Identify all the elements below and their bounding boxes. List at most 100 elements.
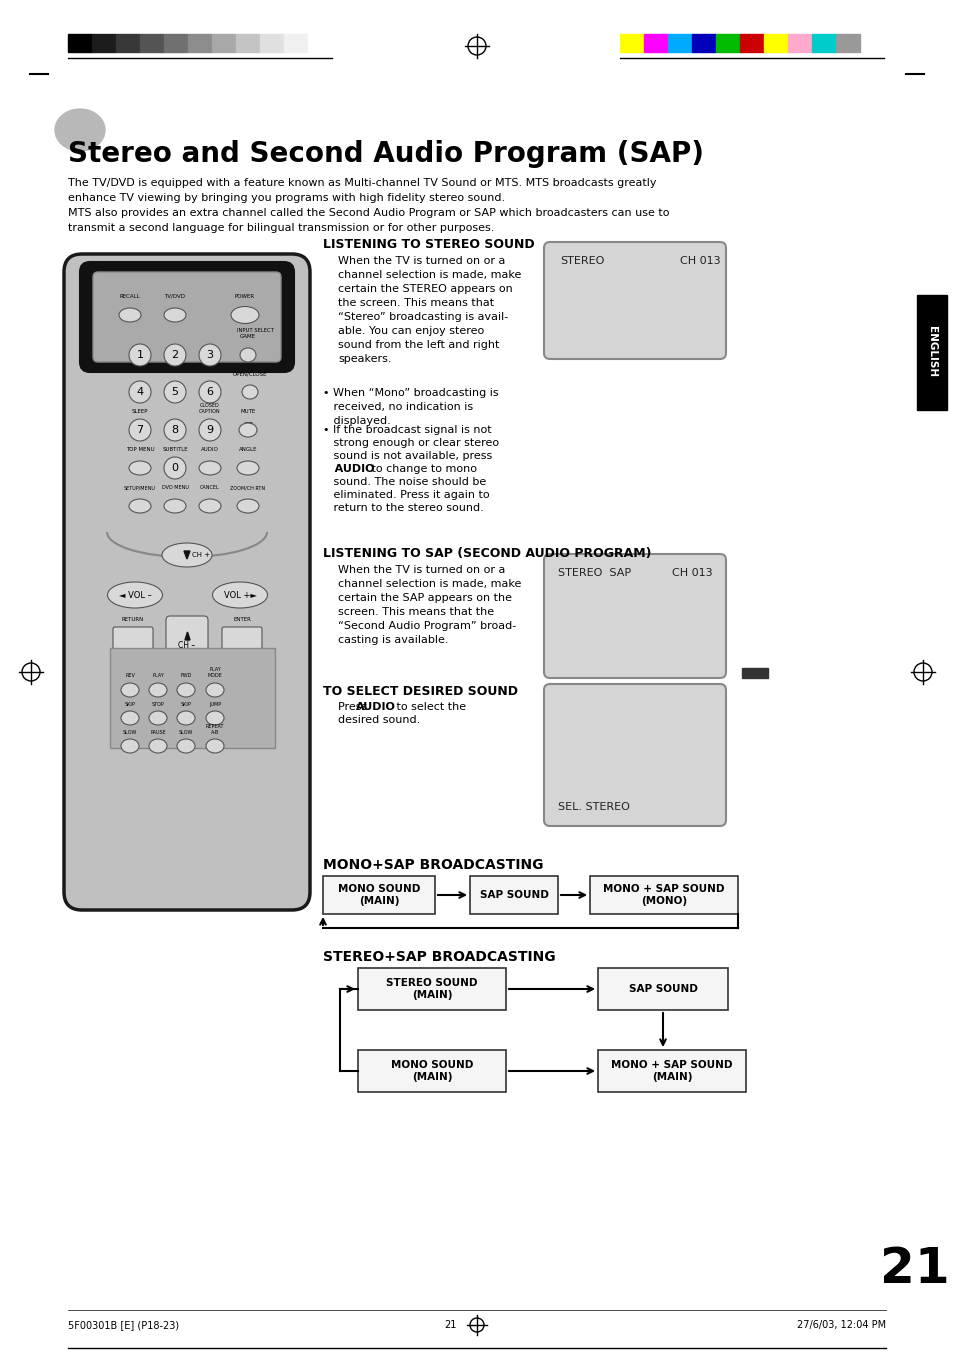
Bar [164, 34, 188, 51]
Ellipse shape [206, 684, 224, 697]
Ellipse shape [149, 684, 167, 697]
Text: ◄ VOL –: ◄ VOL – [118, 590, 152, 600]
Text: sound is not available, press: sound is not available, press [323, 451, 492, 461]
Text: sound. The noise should be: sound. The noise should be [323, 477, 486, 486]
Ellipse shape [199, 499, 221, 513]
FancyBboxPatch shape [80, 262, 294, 372]
Text: desired sound.: desired sound. [337, 715, 420, 725]
Ellipse shape [164, 419, 186, 440]
Text: PAUSE: PAUSE [150, 730, 166, 735]
Bar [260, 34, 284, 51]
Ellipse shape [236, 461, 258, 476]
Text: SKIP: SKIP [125, 703, 135, 707]
Bar [140, 34, 164, 51]
Text: 2: 2 [172, 350, 178, 359]
Bar [619, 34, 643, 51]
Text: TV/DVD: TV/DVD [164, 295, 185, 299]
Ellipse shape [164, 457, 186, 480]
Text: MONO SOUND
(MAIN): MONO SOUND (MAIN) [337, 884, 419, 905]
Text: strong enough or clear stereo: strong enough or clear stereo [323, 438, 498, 449]
Text: AUDIO: AUDIO [323, 463, 375, 474]
Ellipse shape [199, 419, 221, 440]
Text: ENTER: ENTER [233, 617, 251, 621]
Text: 6: 6 [206, 386, 213, 397]
Text: STEREO  SAP: STEREO SAP [558, 567, 631, 578]
Text: When the TV is turned on or a
channel selection is made, make
certain the SAP ap: When the TV is turned on or a channel se… [337, 565, 521, 644]
Bar [589, 875, 738, 915]
Text: MONO + SAP SOUND
(MAIN): MONO + SAP SOUND (MAIN) [611, 1061, 732, 1082]
Text: 8: 8 [172, 426, 178, 435]
Text: CH 013: CH 013 [679, 255, 720, 266]
Text: to change to mono: to change to mono [368, 463, 476, 474]
Text: OPEN/CLOSE: OPEN/CLOSE [233, 372, 267, 376]
Ellipse shape [177, 739, 194, 753]
Ellipse shape [199, 461, 221, 476]
Text: The TV/DVD is equipped with a feature known as Multi-channel TV Sound or MTS. MT: The TV/DVD is equipped with a feature kn… [68, 178, 656, 188]
Bar [598, 1050, 745, 1092]
Ellipse shape [129, 499, 151, 513]
FancyBboxPatch shape [543, 684, 725, 825]
Text: AUDIO: AUDIO [355, 703, 395, 712]
Text: SEL. STEREO: SEL. STEREO [558, 802, 629, 812]
Text: TOP MENU: TOP MENU [126, 447, 154, 453]
Text: VOL +►: VOL +► [223, 590, 256, 600]
Ellipse shape [121, 711, 139, 725]
Text: 7: 7 [136, 426, 143, 435]
Ellipse shape [199, 381, 221, 403]
Text: 9: 9 [206, 426, 213, 435]
Text: MONO + SAP SOUND
(MONO): MONO + SAP SOUND (MONO) [602, 884, 724, 905]
Text: ZOOM/CH RTN: ZOOM/CH RTN [231, 485, 265, 490]
Ellipse shape [129, 419, 151, 440]
Ellipse shape [199, 345, 221, 366]
Text: eliminated. Press it again to: eliminated. Press it again to [323, 490, 489, 500]
Ellipse shape [231, 307, 258, 323]
Ellipse shape [240, 349, 255, 362]
FancyBboxPatch shape [166, 616, 208, 661]
Text: Press: Press [337, 703, 371, 712]
FancyBboxPatch shape [92, 272, 281, 362]
Bar [643, 34, 667, 51]
Text: CANCEL: CANCEL [200, 485, 219, 490]
Text: REPEAT
A-B: REPEAT A-B [206, 724, 224, 735]
Text: RECALL: RECALL [119, 295, 140, 299]
Text: 27/6/03, 12:04 PM: 27/6/03, 12:04 PM [796, 1320, 885, 1329]
Ellipse shape [239, 423, 256, 436]
FancyBboxPatch shape [64, 254, 310, 911]
Ellipse shape [206, 711, 224, 725]
Text: STEREO SOUND
(MAIN): STEREO SOUND (MAIN) [386, 978, 477, 1000]
Text: STEREO: STEREO [559, 255, 604, 266]
Ellipse shape [213, 582, 267, 608]
Polygon shape [185, 632, 190, 640]
Bar [357, 1050, 505, 1092]
Ellipse shape [129, 381, 151, 403]
Text: • If the broadcast signal is not: • If the broadcast signal is not [323, 426, 491, 435]
Bar [68, 34, 91, 51]
Text: 0: 0 [172, 463, 178, 473]
Polygon shape [245, 423, 252, 435]
Text: AUDIO: AUDIO [201, 447, 218, 453]
Ellipse shape [149, 711, 167, 725]
Ellipse shape [129, 461, 151, 476]
Ellipse shape [162, 543, 212, 567]
FancyBboxPatch shape [543, 554, 725, 678]
Text: ENGLISH: ENGLISH [926, 327, 936, 377]
Text: When the TV is turned on or a
channel selection is made, make
certain the STEREO: When the TV is turned on or a channel se… [337, 255, 521, 363]
Text: PLAY
MODE: PLAY MODE [208, 667, 222, 678]
Text: enhance TV viewing by bringing you programs with high fidelity stereo sound.: enhance TV viewing by bringing you progr… [68, 193, 504, 203]
FancyBboxPatch shape [543, 242, 725, 359]
Polygon shape [184, 551, 190, 559]
Text: 1: 1 [136, 350, 143, 359]
Bar [716, 34, 740, 51]
Text: SAP SOUND: SAP SOUND [628, 984, 697, 994]
Text: GAME: GAME [240, 334, 255, 339]
Text: STOP: STOP [152, 703, 164, 707]
Bar [357, 969, 505, 1011]
Text: SLOW: SLOW [123, 730, 137, 735]
Ellipse shape [119, 308, 141, 322]
Text: PLAY: PLAY [152, 673, 164, 678]
Ellipse shape [164, 499, 186, 513]
Text: MTS also provides an extra channel called the Second Audio Program or SAP which : MTS also provides an extra channel calle… [68, 208, 669, 218]
Ellipse shape [206, 739, 224, 753]
Bar [323, 875, 435, 915]
Text: • When “Mono” broadcasting is
   received, no indication is
   displayed.: • When “Mono” broadcasting is received, … [323, 388, 498, 426]
